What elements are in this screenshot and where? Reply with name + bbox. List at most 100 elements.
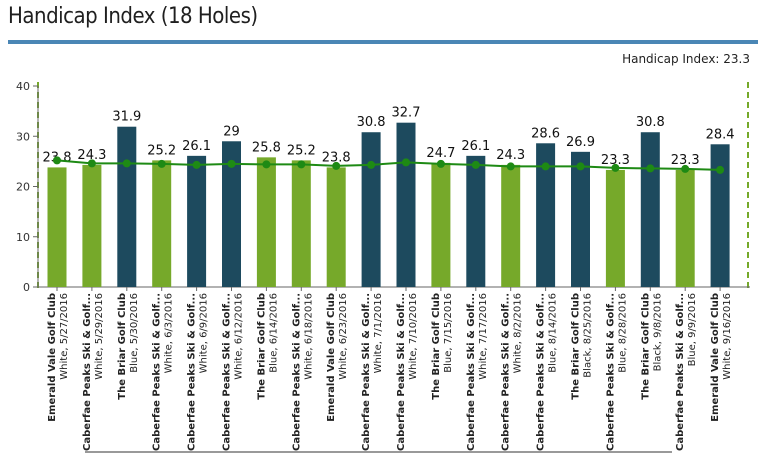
x-tick-label-course: Caberfae Peaks Ski & Golf... — [501, 293, 512, 451]
x-tick-label-course: Emerald Vale Golf Club — [326, 293, 337, 422]
x-tick-label-course: Caberfae Peaks Ski & Golf... — [466, 293, 477, 451]
x-tick-label-detail: White, 6/18/2016 — [303, 293, 314, 380]
bar-value-label: 23.3 — [671, 153, 700, 168]
bar — [256, 157, 276, 287]
x-tick-label-detail: White, 6/23/2016 — [338, 293, 349, 380]
bar-value-label: 25.8 — [252, 140, 281, 155]
bar — [466, 155, 486, 287]
x-tick-label-course: Caberfae Peaks Ski & Golf... — [152, 293, 163, 451]
x-tick-label-detail: White, 5/29/2016 — [94, 293, 105, 380]
trend-point — [646, 164, 655, 173]
page-title: Handicap Index (18 Holes) — [8, 4, 258, 29]
x-tick-label-detail: Black, 9/8/2016 — [652, 293, 663, 371]
x-tick-label-detail: White, 5/27/2016 — [59, 293, 70, 380]
x-tick-label-detail: Black, 8/25/2016 — [583, 293, 594, 378]
bar — [117, 126, 137, 287]
x-tick-label-detail: Blue, 5/30/2016 — [129, 293, 140, 373]
bar-value-label: 30.8 — [636, 115, 665, 130]
x-tick-label-course: The Briar Golf Club — [256, 293, 267, 400]
x-tick-label-course: The Briar Golf Club — [431, 293, 442, 400]
x-tick-label-course: Caberfae Peaks Ski & Golf... — [675, 293, 686, 451]
bar-value-label: 32.7 — [392, 106, 421, 121]
x-tick-label-detail: Blue, 7/15/2016 — [443, 293, 454, 373]
trend-point — [332, 161, 341, 170]
bar-value-label: 25.2 — [147, 143, 176, 158]
bar — [82, 164, 102, 287]
trend-point — [262, 160, 271, 169]
y-tick-label: 10 — [16, 231, 30, 244]
bar — [710, 144, 730, 287]
bar-value-label: 28.6 — [531, 126, 560, 141]
x-tick-label-course: The Briar Golf Club — [640, 293, 651, 400]
trend-point — [716, 165, 725, 174]
x-tick-label-detail: White, 6/12/2016 — [234, 293, 245, 380]
bar-value-label: 23.8 — [322, 150, 351, 165]
trend-point — [122, 159, 131, 168]
x-tick-label-detail: White, 6/9/2016 — [199, 293, 210, 373]
x-tick-label-detail: White, 7/10/2016 — [408, 293, 419, 380]
x-tick-label-course: Caberfae Peaks Ski & Golf... — [291, 293, 302, 451]
bar-value-label: 26.9 — [566, 135, 595, 150]
x-tick-label-detail: Blue, 6/14/2016 — [268, 293, 279, 373]
handicap-index-readout: Handicap Index: 23.3 — [622, 52, 750, 66]
y-tick-label: 0 — [23, 281, 30, 294]
bar — [605, 169, 625, 287]
bar — [536, 143, 556, 287]
bar-value-label: 24.3 — [496, 148, 525, 163]
trend-point — [576, 162, 585, 171]
x-tick-label-course: Caberfae Peaks Ski & Golf... — [605, 293, 616, 451]
x-tick-label-course: Caberfae Peaks Ski & Golf... — [82, 293, 93, 451]
x-tick-label-course: Caberfae Peaks Ski & Golf... — [536, 293, 547, 451]
trend-point — [367, 160, 376, 169]
bar-value-label: 29 — [223, 124, 240, 139]
trend-point — [541, 162, 550, 171]
trend-point — [53, 156, 61, 165]
trend-point — [471, 160, 480, 169]
x-tick-label-course: Caberfae Peaks Ski & Golf... — [396, 293, 407, 451]
bar — [326, 167, 346, 287]
bar-value-label: 24.7 — [426, 146, 455, 161]
x-tick-label-detail: White, 7/17/2016 — [478, 293, 489, 380]
y-tick-label: 20 — [16, 181, 30, 194]
bar — [501, 164, 521, 287]
bar-value-label: 26.1 — [182, 139, 211, 154]
x-tick-label-detail: White, 9/16/2016 — [722, 293, 733, 380]
bar-value-label: 24.3 — [77, 148, 106, 163]
trend-point — [402, 158, 410, 167]
handicap-trend-line — [56, 159, 721, 171]
x-tick-label-course: The Briar Golf Club — [571, 293, 582, 400]
bar-value-label: 31.9 — [112, 110, 141, 125]
x-tick-label-course: Emerald Vale Golf Club — [710, 293, 721, 422]
x-tick-label-detail: White, 6/3/2016 — [164, 293, 175, 373]
x-tick-label-detail: Blue, 9/9/2016 — [687, 293, 698, 366]
bar — [187, 155, 207, 287]
trend-point — [192, 160, 201, 169]
x-tick-label-course: Caberfae Peaks Ski & Golf... — [187, 293, 198, 451]
trend-point — [157, 159, 166, 168]
x-tick-label-course: Emerald Vale Golf Club — [47, 293, 58, 422]
trend-point — [436, 159, 445, 168]
x-tick-label-detail: White, 8/2/2016 — [513, 293, 524, 373]
bar — [396, 122, 416, 288]
bar — [152, 160, 172, 287]
trend-point — [611, 163, 620, 172]
trend-point — [227, 159, 236, 168]
y-tick-label: 40 — [16, 80, 30, 93]
bar-value-label: 26.1 — [461, 139, 490, 154]
x-tick-label-course: Caberfae Peaks Ski & Golf... — [222, 293, 233, 451]
bar — [431, 162, 451, 287]
x-tick-label-detail: Blue, 8/28/2016 — [617, 293, 628, 373]
bar — [675, 169, 695, 287]
x-tick-label-detail: Blue, 8/14/2016 — [548, 293, 559, 373]
bar-value-label: 25.2 — [287, 143, 316, 158]
x-tick-label-detail: White, 7/1/2016 — [373, 293, 384, 373]
x-tick-label-course: Caberfae Peaks Ski & Golf... — [361, 293, 372, 451]
bar-value-label: 28.4 — [706, 127, 735, 142]
y-tick-label: 30 — [16, 130, 30, 143]
x-tick-label-course: The Briar Golf Club — [117, 293, 128, 400]
trend-point — [297, 160, 306, 169]
bar — [571, 151, 590, 287]
trend-point — [506, 162, 515, 171]
bar — [222, 141, 241, 287]
